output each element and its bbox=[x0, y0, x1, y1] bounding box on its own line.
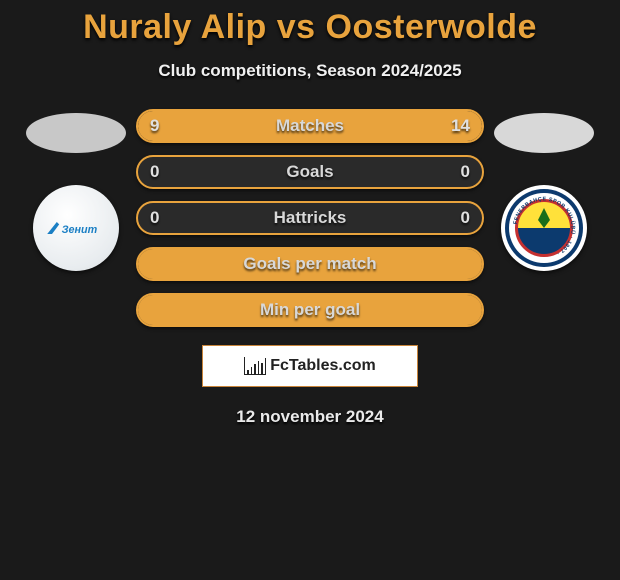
stat-value-left: 0 bbox=[150, 162, 159, 182]
club-badge-zenit: Зенит bbox=[33, 185, 119, 271]
stats-column: Matches914Goals00Hattricks00Goals per ma… bbox=[136, 109, 484, 327]
stat-label: Goals bbox=[138, 162, 482, 182]
stat-bar: Goals per match bbox=[136, 247, 484, 281]
subtitle: Club competitions, Season 2024/2025 bbox=[0, 61, 620, 81]
stat-value-right: 0 bbox=[461, 208, 470, 228]
stat-value-left: 0 bbox=[150, 208, 159, 228]
comparison-card: Nuraly Alip vs Oosterwolde Club competit… bbox=[0, 0, 620, 427]
zenit-logo-icon: Зенит bbox=[46, 214, 106, 242]
club-badge-fenerbahce: FENERBAHÇE SPOR KULÜBÜ · 1907 · bbox=[501, 185, 587, 271]
stat-bar: Matches9 14 bbox=[136, 109, 484, 143]
stat-value-left: 9 bbox=[150, 116, 159, 136]
brand-chart-icon bbox=[244, 357, 266, 375]
brand-text: FcTables.com bbox=[270, 357, 376, 375]
page-title: Nuraly Alip vs Oosterwolde bbox=[0, 8, 620, 47]
player-silhouette-left bbox=[26, 113, 126, 153]
brand-watermark: FcTables.com bbox=[202, 345, 418, 387]
stat-label: Hattricks bbox=[138, 208, 482, 228]
stat-value-right: 14 bbox=[451, 116, 470, 136]
right-player-col: FENERBAHÇE SPOR KULÜBÜ · 1907 · bbox=[484, 109, 604, 271]
left-player-col: Зенит bbox=[16, 109, 136, 271]
stat-label: Matches bbox=[138, 116, 482, 136]
stat-bar: Goals0 0 bbox=[136, 155, 484, 189]
main-row: Зенит Matches914Goals00Hattricks00Goals … bbox=[0, 109, 620, 327]
svg-text:Зенит: Зенит bbox=[62, 224, 98, 236]
stat-bar: Hattricks0 0 bbox=[136, 201, 484, 235]
stat-value-right: 0 bbox=[461, 162, 470, 182]
player-silhouette-right bbox=[494, 113, 594, 153]
stat-bar: Min per goal bbox=[136, 293, 484, 327]
stat-label: Min per goal bbox=[138, 300, 482, 320]
date-line: 12 november 2024 bbox=[0, 407, 620, 427]
stat-label: Goals per match bbox=[138, 254, 482, 274]
